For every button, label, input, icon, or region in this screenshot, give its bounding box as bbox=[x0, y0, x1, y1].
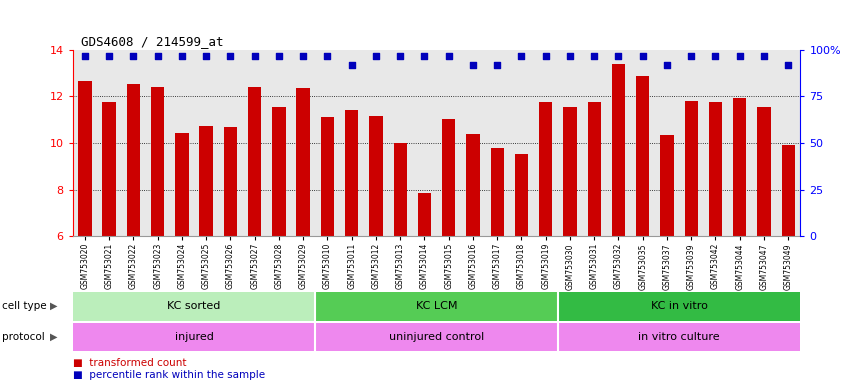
Point bbox=[538, 53, 552, 60]
Point bbox=[345, 62, 359, 68]
Text: ■  transformed count: ■ transformed count bbox=[73, 358, 187, 368]
Point bbox=[223, 53, 237, 60]
Bar bbox=[151, 87, 164, 236]
Bar bbox=[315, 323, 558, 351]
Bar bbox=[127, 84, 140, 236]
Point bbox=[418, 53, 431, 60]
Text: cell type: cell type bbox=[2, 301, 46, 311]
Bar bbox=[369, 116, 383, 236]
Point bbox=[466, 62, 479, 68]
Bar bbox=[558, 292, 800, 321]
Text: ▶: ▶ bbox=[50, 332, 57, 342]
Bar bbox=[394, 143, 407, 236]
Text: injured: injured bbox=[175, 332, 213, 342]
Bar bbox=[199, 126, 213, 236]
Bar bbox=[782, 146, 795, 236]
Bar bbox=[587, 102, 601, 236]
Bar bbox=[296, 88, 310, 236]
Point bbox=[514, 53, 528, 60]
Text: KC in vitro: KC in vitro bbox=[651, 301, 708, 311]
Bar bbox=[733, 98, 746, 236]
Point bbox=[296, 53, 310, 60]
Bar bbox=[78, 81, 92, 236]
Point bbox=[587, 53, 601, 60]
Bar bbox=[248, 87, 261, 236]
Bar bbox=[272, 107, 286, 236]
Point bbox=[442, 53, 455, 60]
Text: KC LCM: KC LCM bbox=[416, 301, 457, 311]
Point bbox=[199, 53, 213, 60]
Bar bbox=[345, 111, 359, 236]
Point bbox=[151, 53, 164, 60]
Bar bbox=[73, 292, 315, 321]
Bar bbox=[558, 323, 800, 351]
Point bbox=[563, 53, 577, 60]
Text: protocol: protocol bbox=[2, 332, 45, 342]
Point bbox=[611, 53, 625, 60]
Text: GDS4608 / 214599_at: GDS4608 / 214599_at bbox=[81, 35, 223, 48]
Bar bbox=[467, 134, 479, 236]
Bar bbox=[514, 154, 528, 236]
Point bbox=[78, 53, 92, 60]
Point bbox=[320, 53, 334, 60]
Point bbox=[247, 53, 261, 60]
Text: in vitro culture: in vitro culture bbox=[639, 332, 720, 342]
Bar bbox=[223, 127, 237, 236]
Point bbox=[660, 62, 674, 68]
Bar bbox=[539, 102, 552, 236]
Point bbox=[369, 53, 383, 60]
Bar bbox=[758, 107, 770, 236]
Bar bbox=[490, 148, 504, 236]
Bar bbox=[442, 119, 455, 236]
Point bbox=[636, 53, 650, 60]
Text: KC sorted: KC sorted bbox=[167, 301, 221, 311]
Bar bbox=[563, 107, 577, 236]
Bar bbox=[685, 101, 698, 236]
Point bbox=[757, 53, 770, 60]
Bar bbox=[418, 193, 431, 236]
Bar bbox=[321, 118, 334, 236]
Point bbox=[127, 53, 140, 60]
Point bbox=[272, 53, 286, 60]
Bar bbox=[612, 64, 625, 236]
Point bbox=[175, 53, 188, 60]
Bar bbox=[315, 292, 558, 321]
Point bbox=[684, 53, 698, 60]
Bar bbox=[175, 132, 188, 236]
Text: ■  percentile rank within the sample: ■ percentile rank within the sample bbox=[73, 370, 265, 380]
Point bbox=[709, 53, 722, 60]
Point bbox=[103, 53, 116, 60]
Text: ▶: ▶ bbox=[50, 301, 57, 311]
Point bbox=[733, 53, 746, 60]
Bar bbox=[103, 102, 116, 236]
Bar bbox=[709, 102, 722, 236]
Bar bbox=[636, 76, 650, 236]
Bar bbox=[73, 323, 315, 351]
Point bbox=[393, 53, 407, 60]
Bar bbox=[660, 135, 674, 236]
Text: uninjured control: uninjured control bbox=[389, 332, 484, 342]
Point bbox=[490, 62, 504, 68]
Point bbox=[782, 62, 795, 68]
